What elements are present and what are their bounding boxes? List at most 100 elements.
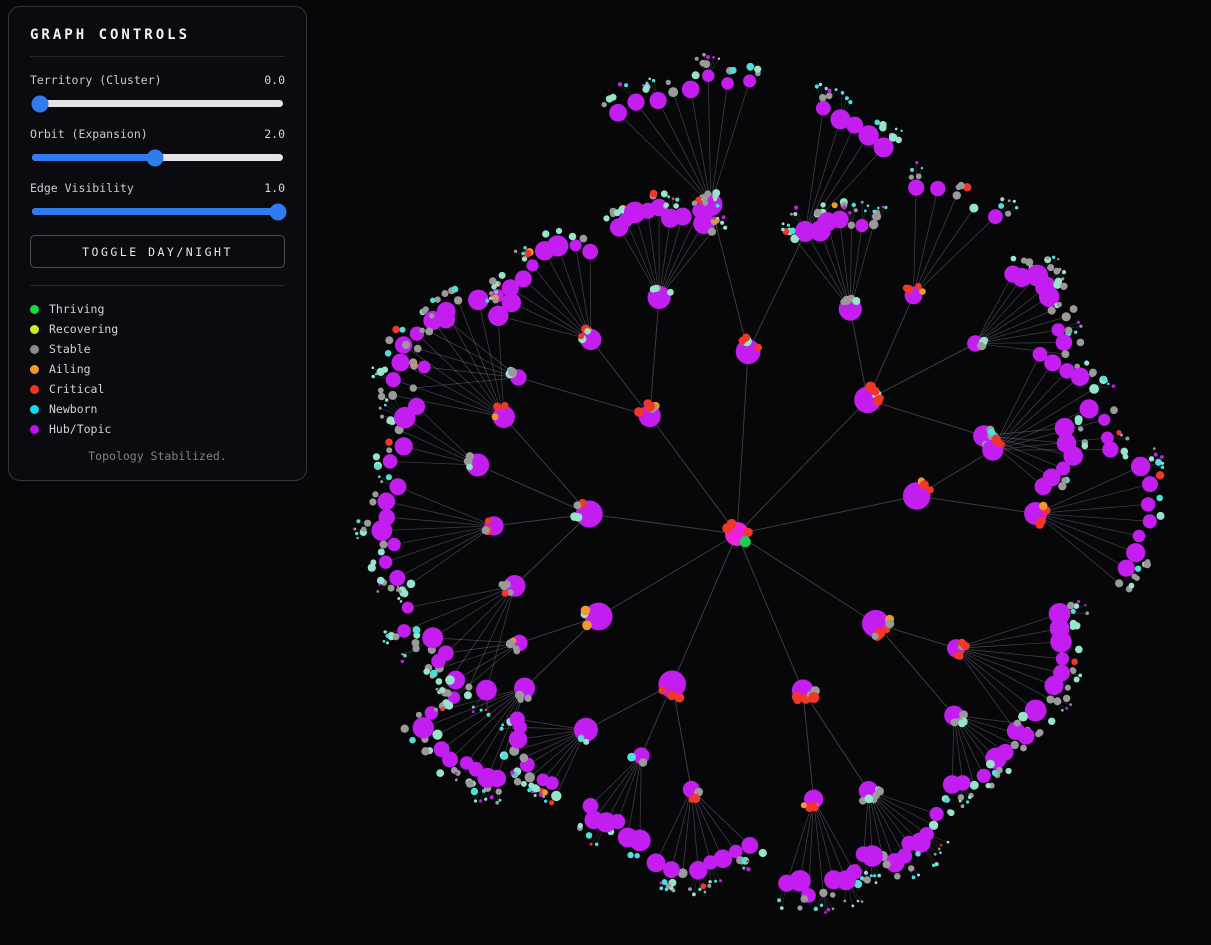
graph-node[interactable]: [479, 799, 483, 803]
graph-node[interactable]: [661, 879, 668, 886]
graph-node[interactable]: [675, 197, 680, 202]
graph-node[interactable]: [583, 738, 590, 745]
graph-node[interactable]: [1063, 446, 1083, 466]
graph-node[interactable]: [1073, 603, 1080, 609]
graph-node[interactable]: [1061, 312, 1071, 322]
graph-node[interactable]: [389, 478, 407, 496]
graph-node[interactable]: [1122, 453, 1129, 460]
graph-node[interactable]: [746, 62, 755, 71]
graph-node[interactable]: [666, 690, 677, 701]
graph-node[interactable]: [908, 865, 915, 872]
graph-node[interactable]: [484, 708, 488, 712]
graph-node[interactable]: [376, 590, 380, 593]
graph-node[interactable]: [1155, 471, 1165, 480]
graph-node[interactable]: [421, 308, 428, 315]
graph-node[interactable]: [716, 216, 719, 220]
graph-node[interactable]: [851, 202, 856, 208]
graph-node[interactable]: [742, 866, 746, 870]
graph-node[interactable]: [1025, 258, 1034, 267]
graph-node[interactable]: [643, 84, 650, 91]
graph-node[interactable]: [825, 92, 833, 100]
graph-node[interactable]: [454, 778, 458, 782]
graph-node[interactable]: [659, 881, 663, 885]
graph-node[interactable]: [385, 474, 392, 481]
graph-node[interactable]: [915, 851, 921, 857]
graph-node[interactable]: [1120, 447, 1129, 456]
graph-node[interactable]: [492, 405, 515, 428]
graph-node[interactable]: [549, 800, 555, 806]
graph-node[interactable]: [848, 211, 852, 215]
graph-node[interactable]: [484, 797, 488, 801]
graph-node[interactable]: [998, 441, 1006, 448]
graph-node[interactable]: [580, 328, 602, 351]
graph-node[interactable]: [939, 851, 942, 854]
graph-node[interactable]: [726, 518, 737, 529]
graph-node[interactable]: [378, 583, 381, 586]
graph-node[interactable]: [1115, 579, 1124, 588]
graph-node[interactable]: [968, 795, 972, 800]
graph-node[interactable]: [533, 794, 537, 797]
graph-node[interactable]: [714, 879, 718, 883]
graph-node[interactable]: [859, 876, 865, 881]
graph-node[interactable]: [399, 326, 406, 333]
graph-node[interactable]: [701, 194, 708, 201]
graph-node[interactable]: [702, 69, 715, 82]
graph-node[interactable]: [689, 861, 708, 880]
graph-node[interactable]: [406, 579, 416, 589]
graph-node[interactable]: [915, 173, 922, 180]
graph-node[interactable]: [501, 752, 509, 760]
graph-node[interactable]: [706, 55, 710, 59]
graph-node[interactable]: [663, 202, 669, 208]
graph-node[interactable]: [879, 121, 887, 129]
graph-node[interactable]: [991, 434, 1001, 444]
graph-node[interactable]: [789, 227, 796, 235]
graph-node[interactable]: [814, 84, 819, 89]
graph-node[interactable]: [834, 88, 838, 92]
graph-node[interactable]: [374, 464, 381, 471]
graph-node[interactable]: [498, 281, 501, 285]
graph-node[interactable]: [1061, 277, 1065, 281]
graph-node[interactable]: [976, 341, 985, 350]
graph-node[interactable]: [391, 353, 410, 372]
graph-node[interactable]: [465, 779, 475, 788]
graph-node[interactable]: [1145, 559, 1151, 565]
graph-node[interactable]: [652, 284, 660, 292]
graph-node[interactable]: [800, 895, 808, 903]
graph-node[interactable]: [884, 205, 888, 210]
graph-node[interactable]: [356, 519, 361, 524]
graph-node[interactable]: [1069, 624, 1076, 630]
graph-node[interactable]: [1077, 426, 1084, 432]
graph-node[interactable]: [1156, 494, 1163, 502]
graph-node[interactable]: [1084, 360, 1090, 366]
graph-node[interactable]: [719, 879, 722, 883]
graph-node[interactable]: [932, 863, 936, 868]
graph-node[interactable]: [830, 210, 849, 229]
graph-node[interactable]: [649, 189, 658, 198]
graph-node[interactable]: [873, 137, 894, 158]
graph-node[interactable]: [1017, 727, 1035, 745]
graph-node[interactable]: [609, 103, 627, 122]
graph-node[interactable]: [568, 232, 577, 241]
graph-node[interactable]: [915, 161, 919, 165]
graph-node[interactable]: [1051, 323, 1066, 337]
graph-node[interactable]: [498, 581, 506, 588]
graph-node[interactable]: [1070, 367, 1090, 387]
graph-node[interactable]: [933, 852, 937, 856]
graph-node[interactable]: [400, 724, 409, 733]
graph-node[interactable]: [1053, 697, 1062, 706]
graph-node[interactable]: [508, 730, 528, 749]
graph-node[interactable]: [468, 289, 489, 311]
graph-node[interactable]: [739, 536, 751, 548]
graph-node[interactable]: [491, 284, 497, 290]
graph-node[interactable]: [926, 486, 934, 494]
graph-node[interactable]: [555, 227, 563, 235]
graph-node[interactable]: [797, 905, 803, 911]
graph-node[interactable]: [1075, 645, 1083, 654]
graph-node[interactable]: [1039, 286, 1060, 307]
graph-node[interactable]: [1056, 301, 1063, 308]
graph-node[interactable]: [794, 205, 799, 210]
graph-node[interactable]: [961, 641, 970, 651]
graph-node[interactable]: [489, 291, 493, 296]
graph-node[interactable]: [894, 873, 901, 880]
graph-node[interactable]: [1050, 631, 1072, 653]
